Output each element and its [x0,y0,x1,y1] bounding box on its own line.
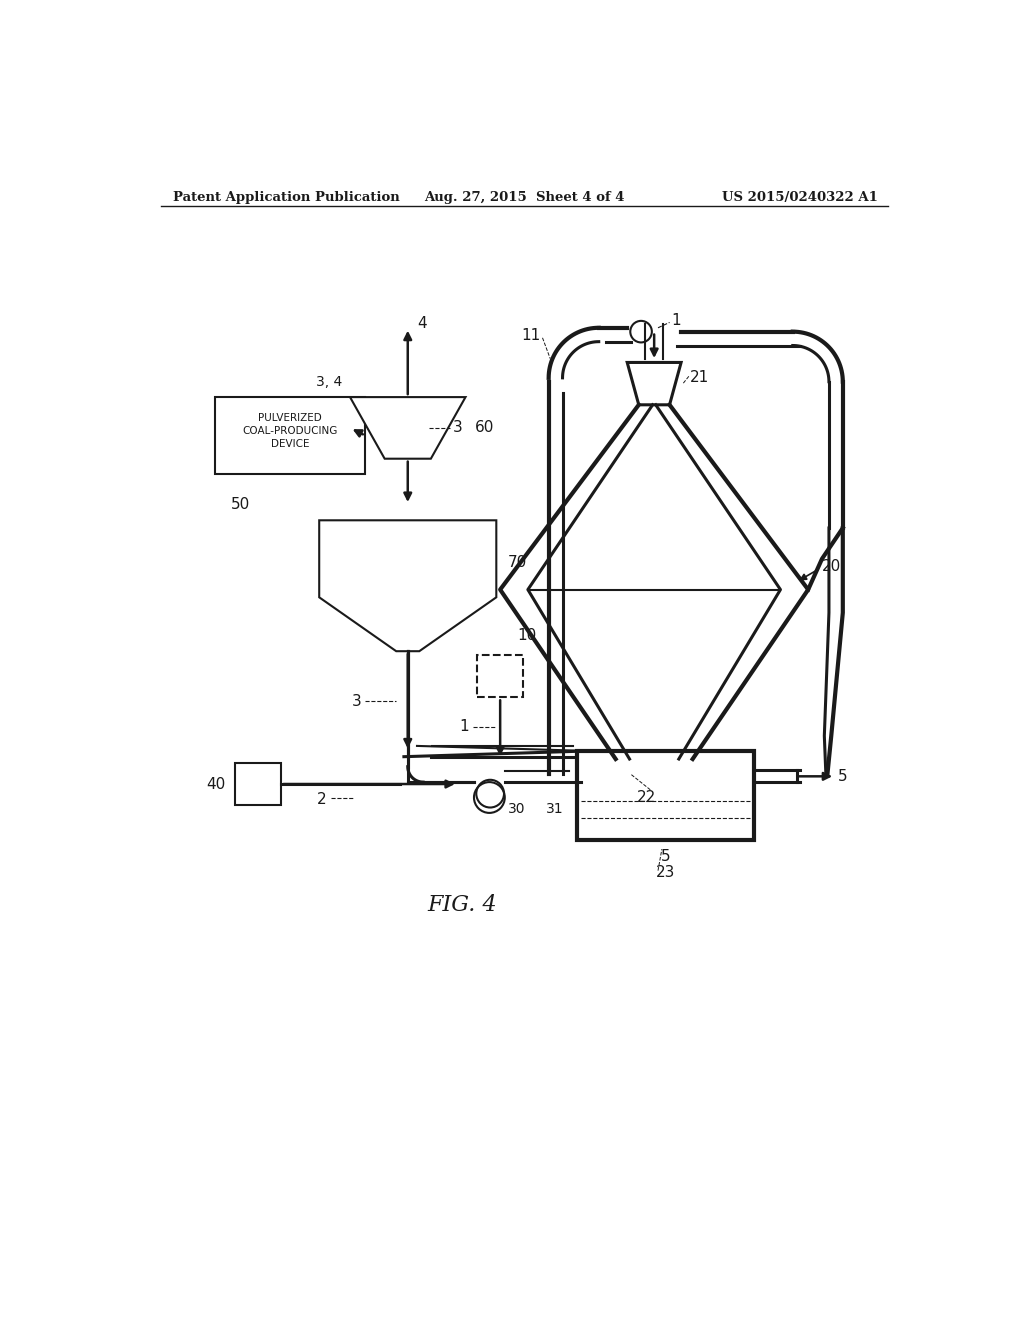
Text: 70: 70 [508,556,527,570]
Text: Patent Application Publication: Patent Application Publication [173,191,399,203]
Text: 40: 40 [206,776,225,792]
Text: 3, 4: 3, 4 [316,375,342,388]
Text: 3: 3 [453,420,462,436]
FancyBboxPatch shape [578,751,755,840]
Text: 1: 1 [460,719,469,734]
Text: 2: 2 [317,792,327,807]
Text: 50: 50 [230,498,250,512]
FancyBboxPatch shape [215,397,366,474]
Text: 11: 11 [521,327,541,343]
Polygon shape [350,397,466,459]
Text: 23: 23 [656,865,676,879]
Text: Aug. 27, 2015  Sheet 4 of 4: Aug. 27, 2015 Sheet 4 of 4 [425,191,625,203]
Text: 30: 30 [508,803,525,816]
Text: 22: 22 [637,789,656,805]
Polygon shape [628,363,681,405]
Text: US 2015/0240322 A1: US 2015/0240322 A1 [722,191,878,203]
Text: 5: 5 [838,768,847,784]
Text: 20: 20 [822,558,842,574]
Text: PULVERIZED
COAL-PRODUCING
DEVICE: PULVERIZED COAL-PRODUCING DEVICE [243,413,338,449]
Text: 31: 31 [547,803,564,816]
Polygon shape [319,520,497,651]
Text: 4: 4 [417,317,427,331]
Text: 60: 60 [475,420,495,436]
Text: 5: 5 [660,849,671,865]
FancyBboxPatch shape [234,763,281,805]
Text: 1: 1 [671,313,681,327]
FancyBboxPatch shape [477,655,523,697]
Text: 21: 21 [690,371,710,385]
Text: FIG. 4: FIG. 4 [427,895,497,916]
Text: 3: 3 [352,694,361,709]
Text: 10: 10 [517,628,537,643]
